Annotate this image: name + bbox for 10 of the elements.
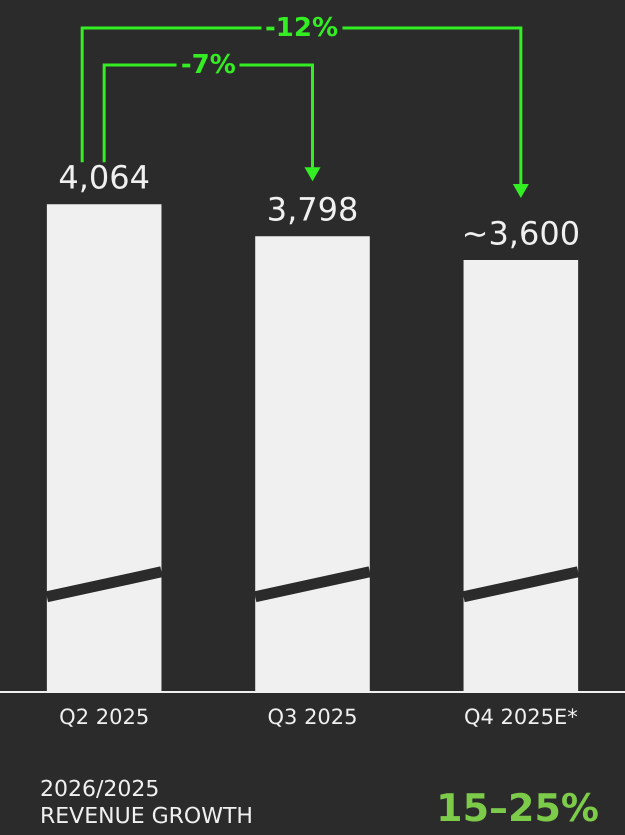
text: -12% [260,13,342,43]
data-label: ~3,600 [462,214,580,252]
x-tick-label: Q3 2025 [267,704,358,729]
x-tick-label: Q4 2025E* [464,704,578,729]
data-label: 3,798 [266,190,358,229]
x-tick-label: Q2 2025 [59,704,150,729]
data-label: 4,064 [58,158,150,197]
text: -7% [176,50,240,80]
text: 15–25% [436,786,599,830]
text: 2026/2025 REVENUE GROWTH [40,776,254,830]
